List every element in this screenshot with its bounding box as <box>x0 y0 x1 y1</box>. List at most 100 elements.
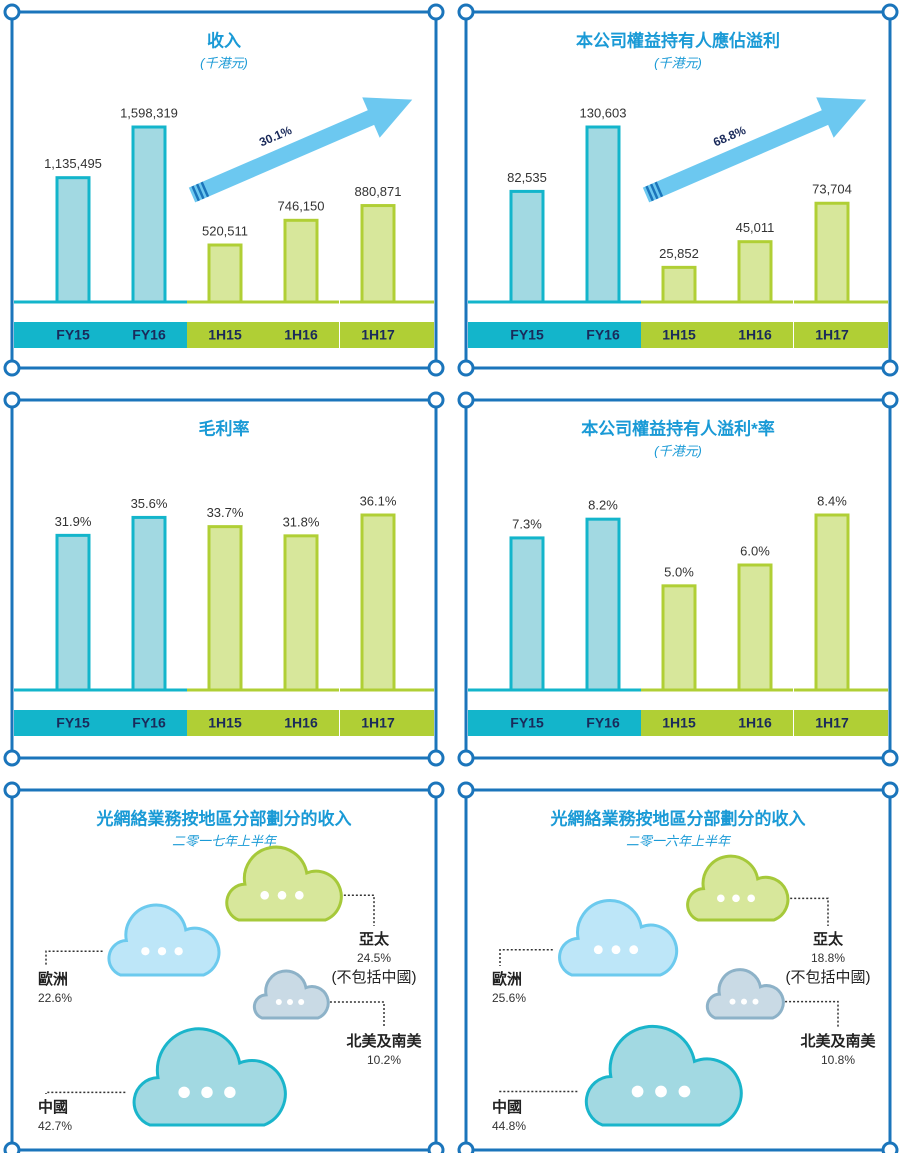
panel-subtitle: 二零一六年上半年 <box>626 833 732 848</box>
category-label: 1H15 <box>208 715 242 731</box>
corner-dot <box>5 783 19 797</box>
corner-dot <box>5 393 19 407</box>
category-label: FY15 <box>56 327 90 343</box>
cloud-dot <box>753 999 759 1005</box>
bar <box>285 536 317 690</box>
cloud-dot <box>732 895 740 903</box>
cloud-dot <box>612 945 621 954</box>
arrow-head <box>362 79 421 137</box>
bar <box>362 515 394 690</box>
category-label: 1H16 <box>738 327 772 343</box>
corner-dot <box>429 751 443 765</box>
value-label: 35.6% <box>131 496 168 511</box>
corner-dot <box>459 5 473 19</box>
corner-dot <box>883 1143 897 1153</box>
bar <box>739 565 771 690</box>
region-share: 18.8% <box>811 951 845 965</box>
region-share: 10.8% <box>821 1053 855 1067</box>
value-label: 7.3% <box>512 516 542 531</box>
category-label: 1H17 <box>361 327 395 343</box>
panel-title: 毛利率 <box>199 418 250 438</box>
value-label: 5.0% <box>664 564 694 579</box>
connector <box>330 1002 384 1028</box>
category-label: 1H16 <box>284 327 318 343</box>
cloud <box>707 970 783 1018</box>
region-label: 歐洲 <box>38 970 68 988</box>
arrow-shaft <box>643 108 833 202</box>
corner-dot <box>429 5 443 19</box>
region-note: (不包括中國) <box>332 969 417 986</box>
region-note: (不包括中國) <box>786 969 871 986</box>
panel-title: 光網絡業務按地區分部劃分的收入 <box>550 808 806 828</box>
connector <box>500 1092 577 1094</box>
bar <box>816 203 848 302</box>
cloud-dot <box>201 1087 212 1098</box>
corner-dot <box>5 751 19 765</box>
value-label: 25,852 <box>659 246 699 261</box>
region-share: 22.6% <box>38 991 72 1005</box>
corner-dot <box>5 5 19 19</box>
connector <box>46 1092 125 1094</box>
cloud-dot <box>224 1087 235 1098</box>
cloud-dot <box>655 1086 667 1098</box>
corner-dot <box>459 361 473 375</box>
corner-dot <box>429 361 443 375</box>
cloud-dot <box>178 1087 189 1098</box>
cloud-dot <box>717 895 725 903</box>
category-label: FY16 <box>132 327 166 343</box>
cloud-dot <box>629 945 638 954</box>
cloud-dot <box>141 947 149 955</box>
cloud <box>254 971 328 1018</box>
connector <box>790 898 828 926</box>
cloud <box>134 1029 285 1125</box>
category-label: 1H15 <box>662 715 696 731</box>
bar <box>663 586 695 690</box>
cloud <box>109 905 219 975</box>
cloud-dot <box>747 895 755 903</box>
cloud-dot <box>632 1086 644 1098</box>
category-label: 1H17 <box>361 715 395 731</box>
bar <box>587 127 619 302</box>
category-label: 1H17 <box>815 327 849 343</box>
category-label: FY16 <box>586 327 620 343</box>
corner-dot <box>883 393 897 407</box>
value-label: 31.9% <box>55 514 92 529</box>
value-label: 1,135,495 <box>44 156 102 171</box>
cloud-dot <box>298 999 304 1005</box>
bar <box>57 535 89 690</box>
category-label: 1H16 <box>738 715 772 731</box>
cloud-dot <box>679 1086 691 1098</box>
category-label: FY15 <box>56 715 90 731</box>
region-label: 北美及南美 <box>800 1032 876 1050</box>
cloud <box>227 847 342 920</box>
bar <box>362 206 394 302</box>
corner-dot <box>459 1143 473 1153</box>
region-share: 10.2% <box>367 1053 401 1067</box>
infographic: 收入(千港元)FY15FY161H151H161H171,135,4951,59… <box>0 0 901 1153</box>
bar <box>209 527 241 690</box>
panel-title: 收入 <box>207 30 241 50</box>
cloud-dot <box>287 999 293 1005</box>
cloud <box>688 856 788 920</box>
category-label: 1H16 <box>284 715 318 731</box>
value-label: 130,603 <box>580 105 627 120</box>
value-label: 880,871 <box>355 184 402 199</box>
cloud-dot <box>158 947 166 955</box>
value-label: 6.0% <box>740 543 770 558</box>
region-label: 中國 <box>492 1098 522 1116</box>
connector <box>785 1002 838 1028</box>
arrow-shaft <box>189 108 379 202</box>
bar <box>133 127 165 302</box>
corner-dot <box>429 1143 443 1153</box>
cloud-dot <box>278 891 287 900</box>
region-label: 亞太 <box>813 930 844 948</box>
corner-dot <box>5 361 19 375</box>
panel-title: 本公司權益持有人應佔溢利 <box>576 30 780 50</box>
category-label: FY15 <box>510 715 544 731</box>
region-label: 北美及南美 <box>346 1032 422 1050</box>
arrow-head <box>816 79 875 137</box>
value-label: 8.2% <box>588 498 618 513</box>
value-label: 1,598,319 <box>120 105 178 120</box>
cloud-dot <box>594 945 603 954</box>
panel-subtitle: 二零一七年上半年 <box>172 833 278 848</box>
